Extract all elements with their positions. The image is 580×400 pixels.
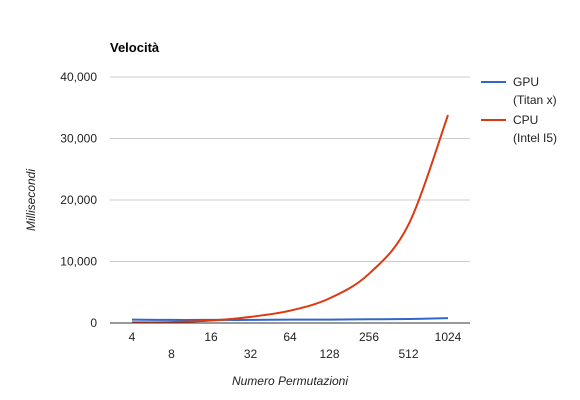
series-line-cpu — [131, 114, 449, 324]
y-tick-label: 0 — [90, 316, 97, 330]
series-line-gpu — [131, 317, 449, 321]
x-axis-title: Numero Permutazioni — [232, 374, 348, 388]
x-tick-label: 256 — [359, 330, 379, 344]
x-tick-label: 8 — [168, 347, 175, 361]
y-axis-ticks: 0 10,000 20,000 30,000 40,000 — [60, 70, 97, 330]
gridlines — [110, 76, 470, 262]
y-axis-title: Millisecondi — [24, 169, 38, 231]
y-tick-label: 20,000 — [60, 193, 97, 207]
legend-label: CPU — [513, 113, 538, 127]
legend-label: GPU — [513, 75, 539, 89]
legend-sublabel: (Intel I5) — [513, 131, 557, 145]
x-tick-label: 4 — [129, 330, 136, 344]
series-lines — [131, 114, 449, 324]
y-tick-label: 10,000 — [60, 255, 97, 269]
x-tick-label: 512 — [398, 347, 418, 361]
legend: GPU (Titan x) CPU (Intel I5) — [481, 75, 557, 145]
x-tick-label: 64 — [283, 330, 297, 344]
y-tick-label: 40,000 — [60, 70, 97, 84]
legend-sublabel: (Titan x) — [513, 93, 557, 107]
x-tick-label: 128 — [319, 347, 339, 361]
x-tick-label: 16 — [204, 330, 218, 344]
chart-title: Velocità — [110, 40, 160, 55]
y-tick-label: 30,000 — [60, 132, 97, 146]
x-tick-label: 1024 — [435, 330, 462, 344]
x-axis-ticks: 4 8 16 32 64 128 256 512 1024 — [129, 330, 462, 361]
x-tick-label: 32 — [244, 347, 258, 361]
